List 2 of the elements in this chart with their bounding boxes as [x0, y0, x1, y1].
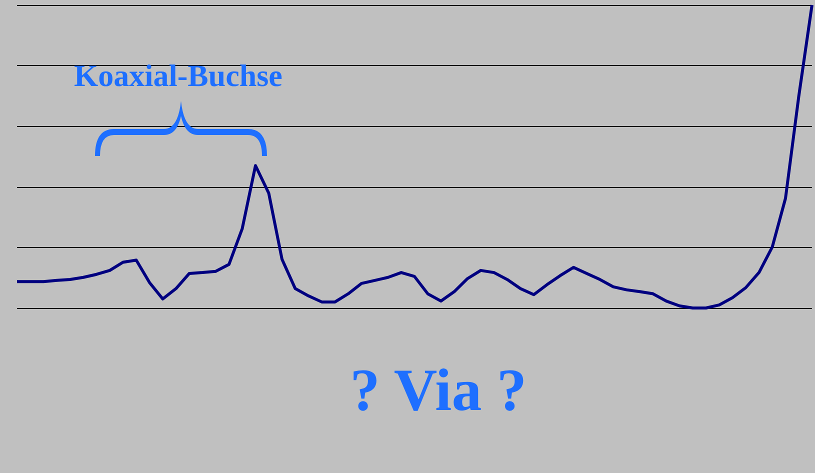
text: ? Via ? — [350, 357, 527, 423]
annotation: Koaxial-Buchse — [74, 58, 282, 93]
